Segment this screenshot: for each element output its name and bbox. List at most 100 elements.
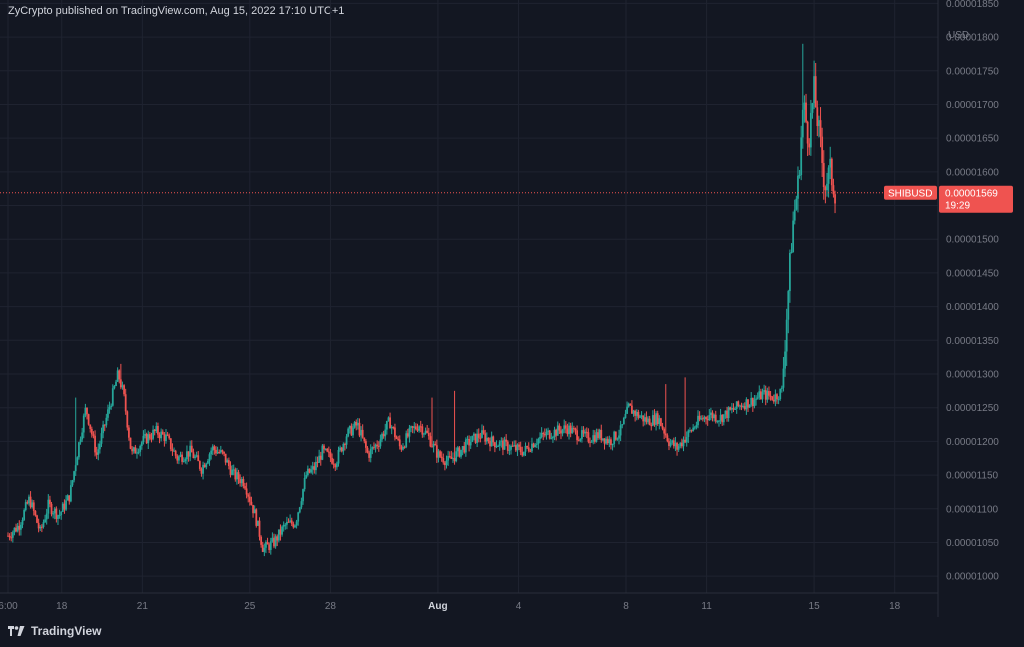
candle-body [708, 415, 711, 421]
candle-body [655, 413, 657, 425]
candle-body [764, 390, 767, 400]
candle-body [579, 438, 582, 441]
candle-body [684, 439, 687, 443]
candle-body [408, 427, 411, 437]
candle-body [511, 445, 514, 447]
candle-body [53, 508, 56, 514]
candle-body [28, 496, 30, 504]
candle-body [474, 433, 477, 443]
candle-body [774, 394, 777, 402]
candle-body [739, 405, 741, 407]
price-tick-label: 0.00001450 [946, 268, 999, 279]
candle-body [563, 425, 566, 430]
candle-body [385, 420, 388, 430]
candle-body [745, 399, 748, 410]
candle-body [419, 426, 422, 428]
candle-body [806, 121, 809, 144]
candle-body [253, 509, 256, 514]
tradingview-wordmark: TradingView [31, 624, 102, 638]
candle-body [111, 388, 114, 406]
candle-body [711, 412, 714, 419]
candle-body [405, 433, 408, 448]
candle-body [313, 466, 316, 471]
candle-body [589, 441, 591, 443]
candle-body [537, 438, 540, 444]
price-axis-panel[interactable] [938, 0, 1024, 617]
candle-body [384, 429, 387, 437]
candle-body [432, 443, 435, 447]
candle-body [60, 511, 63, 516]
candle-body [174, 450, 177, 456]
candle-body [395, 437, 398, 439]
candle-body [295, 521, 298, 526]
candle-body [168, 435, 171, 439]
candle-body [650, 425, 653, 427]
candle-body [464, 439, 467, 453]
symbol-label: SHIBUSD [884, 185, 937, 200]
candle-body [742, 406, 745, 408]
candle-body [473, 433, 475, 436]
candle-body [216, 451, 219, 454]
candle-body [471, 435, 474, 442]
brand-footer[interactable]: TradingView [8, 624, 101, 638]
candle-body [713, 414, 716, 419]
candle-body [353, 421, 356, 428]
candle-body [560, 430, 562, 434]
candle-body [782, 368, 785, 388]
candle-body [527, 447, 530, 451]
candle-body [236, 472, 238, 480]
candle-body [194, 456, 196, 459]
candle-body [397, 438, 400, 440]
candle-body [535, 443, 538, 445]
candle-body [590, 441, 593, 443]
candle-body [110, 405, 113, 408]
candle-body [664, 433, 667, 436]
candle-body [116, 370, 119, 382]
candle-body [284, 524, 287, 526]
candle-body [631, 405, 633, 414]
candle-body [561, 429, 564, 434]
candle-body [274, 536, 277, 547]
candle-body [495, 446, 498, 448]
candle-body [592, 435, 595, 442]
candle-body [355, 421, 358, 426]
candle-body [514, 445, 517, 451]
candle-body [576, 430, 578, 441]
candle-body [100, 433, 103, 444]
candle-body [442, 458, 445, 463]
price-tick-label: 0.00001150 [946, 471, 999, 482]
candle-body [568, 425, 570, 435]
candle-body [660, 418, 662, 427]
candle-body [453, 458, 456, 462]
candle-body [789, 252, 791, 292]
candle-body [263, 547, 266, 552]
candle-body [119, 379, 122, 388]
candle-body [477, 433, 480, 438]
candle-body [624, 413, 627, 418]
candle-body [282, 524, 285, 527]
candle-body [490, 436, 493, 447]
candle-body [410, 426, 412, 428]
candle-body [780, 387, 783, 389]
candle-body [653, 415, 656, 425]
candle-body [147, 434, 150, 444]
candle-body [434, 443, 437, 446]
candle-body [814, 76, 817, 108]
candle-body [566, 428, 569, 435]
candle-body [89, 424, 92, 429]
time-axis[interactable]: 6:00 18 21 25 28 Aug 4 8 11 15 18 [0, 601, 901, 612]
candle-body [598, 429, 601, 438]
candle-body [92, 434, 95, 436]
candle-body [489, 441, 491, 447]
candle-body [68, 495, 71, 502]
candle-body [152, 429, 154, 439]
candle-body [487, 437, 490, 442]
candle-body [629, 403, 632, 406]
candle-body [743, 406, 746, 410]
candle-body [26, 502, 29, 504]
candle-body [758, 391, 761, 398]
currency-label: USD [948, 30, 969, 41]
candle-body [258, 520, 261, 537]
candle-body [706, 419, 709, 421]
